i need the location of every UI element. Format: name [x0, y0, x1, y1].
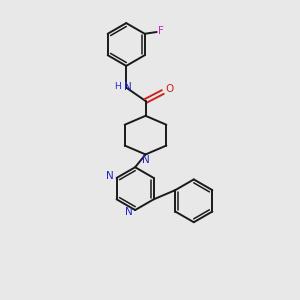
Text: N: N	[142, 155, 149, 165]
Text: H: H	[114, 82, 121, 91]
Text: F: F	[158, 26, 164, 36]
Text: N: N	[125, 206, 133, 217]
Text: O: O	[165, 84, 173, 94]
Text: N: N	[124, 82, 132, 92]
Text: N: N	[106, 172, 114, 182]
